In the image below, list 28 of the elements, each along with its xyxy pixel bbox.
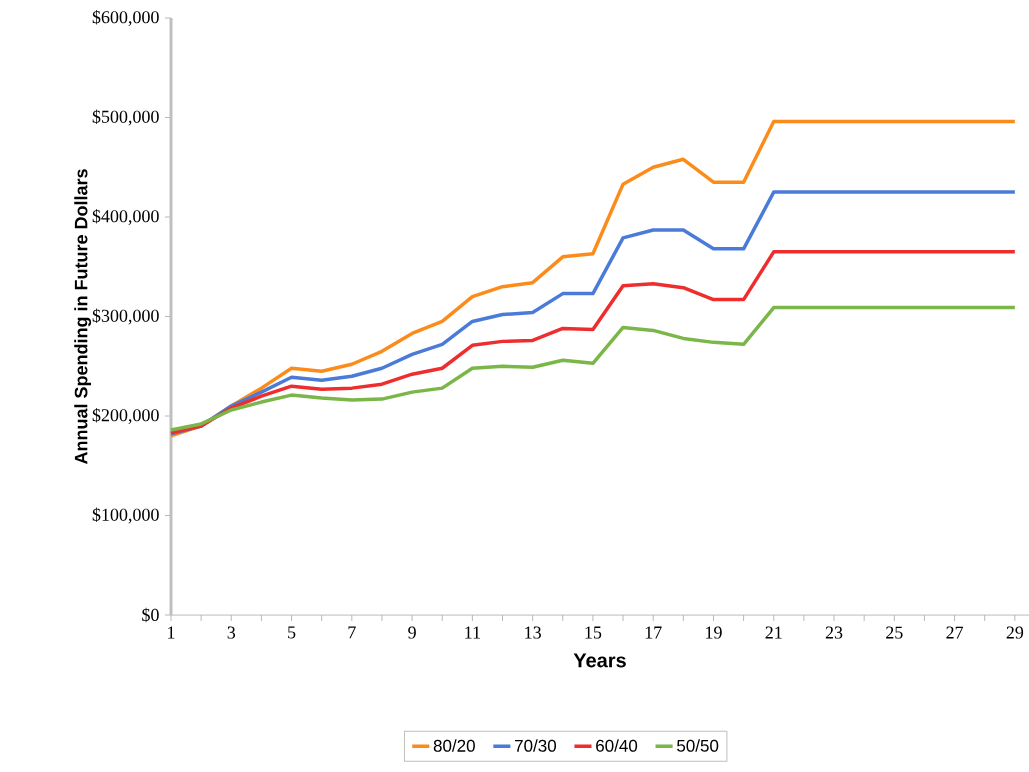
- y-tick-label: $0: [142, 607, 159, 623]
- x-tick-label: 13: [525, 626, 541, 639]
- y-axis-title: Annual Spending in Future Dollars: [74, 169, 92, 465]
- x-axis-title: Years: [573, 653, 626, 668]
- x-tick-label: 1: [168, 626, 175, 639]
- x-tick-label: 29: [1006, 626, 1024, 639]
- legend-label: 60/40: [596, 739, 638, 752]
- x-tick-label: 27: [946, 626, 964, 639]
- x-tick-label: 23: [825, 626, 843, 639]
- legend-label: 80/20: [433, 739, 475, 752]
- y-tick-label: $500,000: [92, 109, 159, 126]
- legend-label: 50/50: [677, 739, 719, 752]
- y-tick-label: $200,000: [92, 408, 159, 424]
- x-tick-label: 25: [886, 626, 903, 639]
- x-tick-label: 5: [288, 626, 296, 639]
- x-tick-label: 9: [408, 626, 416, 639]
- x-tick-label: 3: [227, 626, 236, 639]
- x-tick-label: 11: [465, 626, 480, 639]
- x-tick-label: 15: [585, 626, 602, 639]
- y-tick-label: $600,000: [92, 10, 159, 26]
- x-tick-label: 19: [706, 626, 722, 639]
- legend-label: 70/30: [515, 739, 557, 752]
- x-tick-label: 17: [645, 626, 662, 639]
- x-tick-label: 21: [765, 626, 782, 639]
- y-tick-label: $300,000: [92, 308, 159, 325]
- y-tick-label: $400,000: [92, 209, 159, 225]
- x-tick-label: 7: [348, 626, 356, 639]
- y-tick-label: $100,000: [92, 507, 159, 524]
